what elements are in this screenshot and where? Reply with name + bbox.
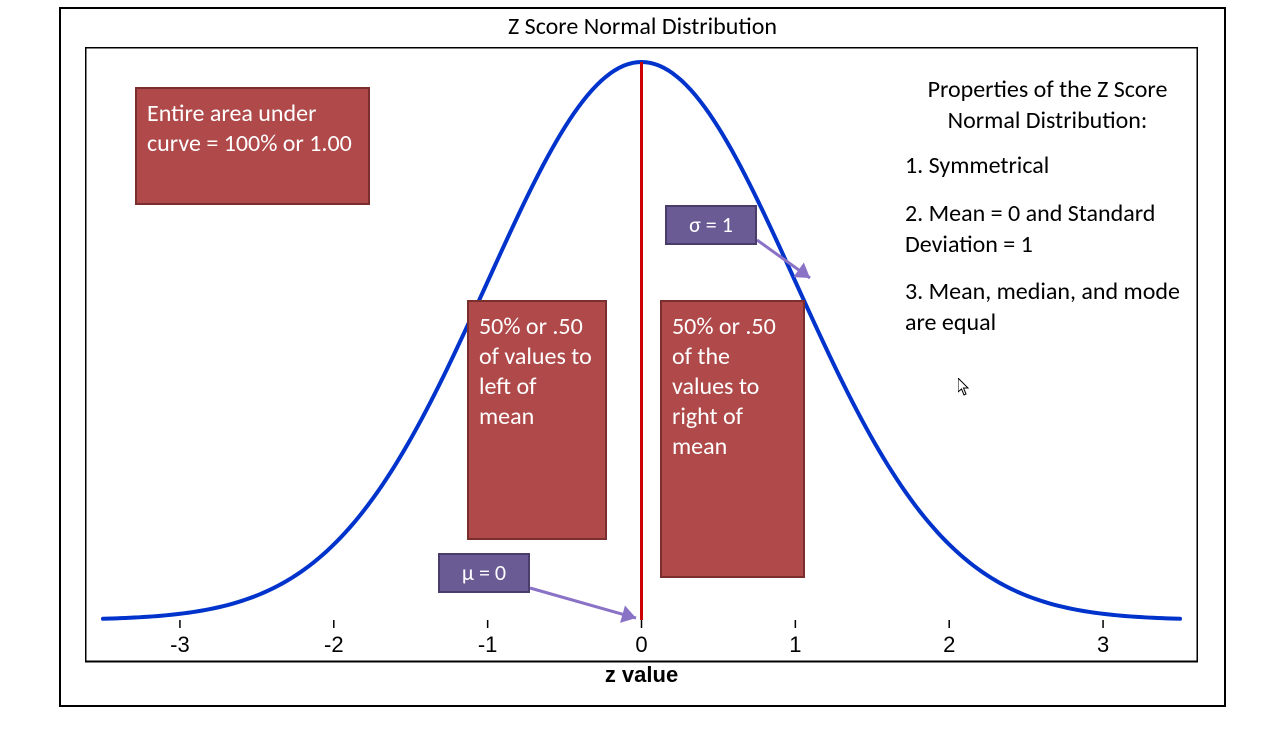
svg-text:1: 1	[789, 632, 801, 657]
callout-left-50: 50% or .50 of values to left of mean	[467, 300, 607, 540]
properties-list: 1. Symmetrical 2. Mean = 0 and Standard D…	[905, 150, 1190, 338]
properties-heading: Properties of the Z Score Normal Distrib…	[905, 74, 1190, 136]
svg-text:-3: -3	[170, 632, 190, 657]
svg-text:3: 3	[1097, 632, 1109, 657]
chart-title: Z Score Normal Distribution	[59, 12, 1226, 41]
callout-mu-text: μ = 0	[462, 559, 506, 587]
properties-item: 2. Mean = 0 and Standard Deviation = 1	[905, 198, 1190, 260]
properties-item: 1. Symmetrical	[905, 150, 1190, 181]
svg-text:-2: -2	[324, 632, 344, 657]
callout-area-under-curve: Entire area under curve = 100% or 1.00	[135, 87, 370, 205]
callout-left-text: 50% or .50 of values to left of mean	[479, 312, 595, 432]
svg-text:z value: z value	[605, 662, 678, 687]
callout-mu: μ = 0	[438, 553, 530, 593]
svg-text:2: 2	[943, 632, 955, 657]
properties-panel: Properties of the Z Score Normal Distrib…	[905, 74, 1190, 354]
svg-text:0: 0	[635, 632, 647, 657]
callout-right-text: 50% or .50 of the values to right of mea…	[672, 312, 793, 462]
callout-right-50: 50% or .50 of the values to right of mea…	[660, 300, 805, 578]
callout-sigma-text: σ = 1	[689, 211, 733, 239]
cursor-icon	[958, 378, 974, 398]
callout-area-text: Entire area under curve = 100% or 1.00	[147, 99, 358, 159]
svg-text:-1: -1	[478, 632, 498, 657]
callout-sigma: σ = 1	[665, 205, 757, 245]
properties-item: 3. Mean, median, and mode are equal	[905, 276, 1190, 338]
